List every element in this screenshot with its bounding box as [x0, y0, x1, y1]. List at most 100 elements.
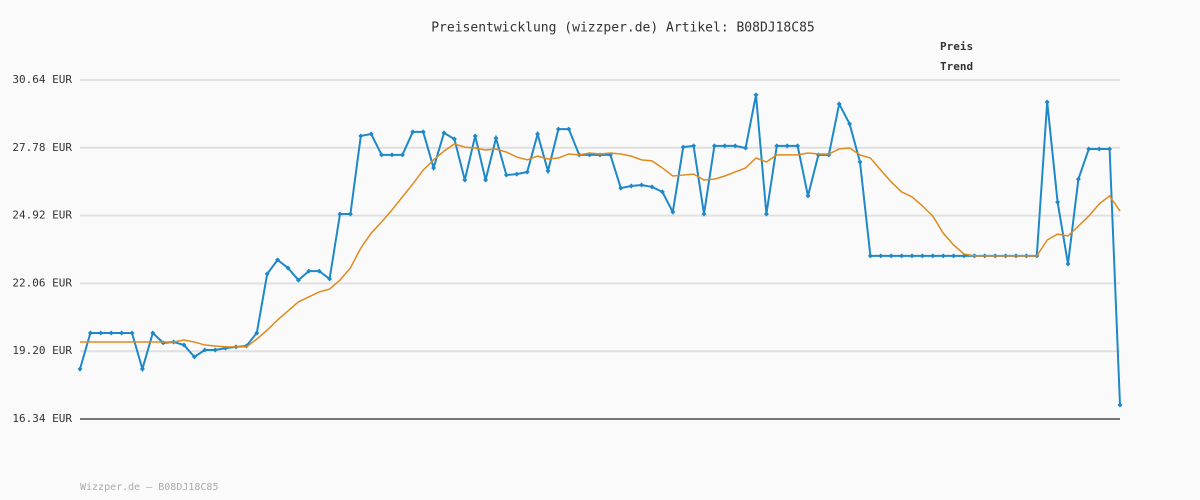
point: [836, 101, 842, 107]
point: [878, 253, 884, 259]
point: [826, 152, 832, 158]
point: [930, 253, 936, 259]
y-tick-label: 27.78 EUR: [12, 141, 72, 154]
point: [618, 185, 624, 191]
point: [711, 143, 717, 149]
y-tick-label: 22.06 EUR: [12, 276, 72, 289]
point: [483, 177, 489, 183]
point: [108, 330, 114, 336]
point: [1075, 176, 1081, 182]
point: [327, 276, 333, 282]
point: [1065, 261, 1071, 267]
point: [389, 152, 395, 158]
point: [899, 253, 905, 259]
point: [514, 171, 520, 177]
point: [951, 253, 957, 259]
point: [1044, 99, 1050, 105]
point: [1107, 146, 1113, 152]
point: [670, 209, 676, 215]
y-tick-label: 16.34 EUR: [12, 412, 72, 425]
point: [940, 253, 946, 259]
point: [98, 330, 104, 336]
point: [1096, 146, 1102, 152]
point: [441, 130, 447, 136]
point: [639, 182, 645, 188]
point: [691, 143, 697, 149]
point: [784, 143, 790, 149]
point: [295, 277, 301, 283]
point: [1055, 199, 1061, 205]
point: [919, 253, 925, 259]
point: [139, 366, 145, 372]
point: [358, 133, 364, 139]
point: [119, 330, 125, 336]
chart-title: Preisentwicklung (wizzper.de) Artikel: B…: [431, 21, 815, 36]
point: [77, 366, 83, 372]
point: [587, 152, 593, 158]
point: [503, 172, 509, 178]
point: [753, 92, 759, 98]
point: [379, 152, 385, 158]
point: [597, 152, 603, 158]
point: [888, 253, 894, 259]
point: [795, 143, 801, 149]
point: [316, 268, 322, 274]
point: [87, 330, 93, 336]
series-line: [79, 94, 1121, 406]
point: [181, 342, 187, 348]
point: [1086, 146, 1092, 152]
point: [867, 253, 873, 259]
point: [680, 144, 686, 150]
point: [493, 135, 499, 141]
point: [420, 129, 426, 135]
point: [368, 131, 374, 137]
point: [275, 257, 281, 263]
point: [628, 183, 634, 189]
point: [399, 152, 405, 158]
point: [451, 136, 457, 142]
y-tick-label: 30.64 EUR: [12, 73, 72, 86]
legend-label: Trend: [940, 60, 973, 73]
point: [1117, 402, 1123, 408]
point: [774, 143, 780, 149]
point: [722, 143, 728, 149]
legend-label: Preis: [940, 40, 973, 53]
point: [212, 347, 218, 353]
point: [659, 189, 665, 195]
point: [264, 271, 270, 277]
point: [462, 177, 468, 183]
y-tick-label: 24.92 EUR: [12, 209, 72, 222]
point: [306, 268, 312, 274]
point: [815, 152, 821, 158]
point: [847, 121, 853, 127]
point: [129, 330, 135, 336]
point: [545, 168, 551, 174]
point: [566, 126, 572, 132]
point: [431, 165, 437, 171]
point: [524, 169, 530, 175]
point: [285, 265, 291, 271]
point: [150, 330, 156, 336]
point: [701, 211, 707, 217]
point: [472, 133, 478, 139]
point: [607, 152, 613, 158]
point: [337, 211, 343, 217]
point: [763, 211, 769, 217]
point: [347, 211, 353, 217]
y-tick-label: 19.20 EUR: [12, 344, 72, 357]
point: [535, 131, 541, 137]
point: [732, 143, 738, 149]
point: [743, 145, 749, 151]
point: [805, 193, 811, 199]
point: [410, 129, 416, 135]
point: [857, 159, 863, 165]
point: [909, 253, 915, 259]
footer: Wizzper.de – B08DJ18C85: [80, 482, 218, 493]
point: [555, 126, 561, 132]
point: [254, 330, 260, 336]
point: [202, 347, 208, 353]
series-line: [80, 143, 1121, 348]
point: [649, 184, 655, 190]
point: [191, 354, 197, 360]
